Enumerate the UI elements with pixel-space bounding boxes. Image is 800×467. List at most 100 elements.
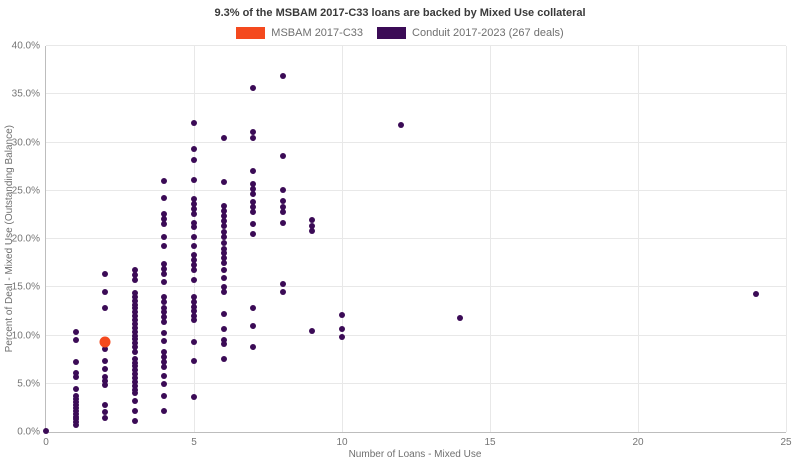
data-point	[161, 178, 168, 185]
data-point	[191, 224, 197, 231]
y-gridline	[46, 286, 786, 288]
data-point	[191, 303, 197, 310]
y-tick-label: 25.0%	[11, 185, 40, 197]
data-point	[161, 234, 168, 241]
data-point	[191, 201, 197, 208]
legend-swatch-msbam	[236, 27, 266, 39]
data-point	[131, 374, 138, 381]
legend: MSBAM 2017-C33 Conduit 2017-2023 (267 de…	[0, 27, 800, 39]
data-point	[161, 358, 168, 365]
data-point	[161, 304, 168, 311]
data-point	[250, 128, 257, 135]
data-point	[99, 336, 111, 348]
data-point	[191, 313, 197, 320]
data-point	[279, 219, 286, 226]
data-point	[102, 408, 109, 415]
data-point	[131, 297, 138, 304]
data-point	[102, 381, 109, 388]
data-point	[250, 199, 257, 206]
data-point	[220, 208, 227, 215]
y-gridline	[46, 334, 786, 336]
data-point	[191, 357, 197, 364]
data-point	[161, 353, 168, 360]
data-point	[279, 72, 286, 79]
data-point	[72, 385, 79, 392]
data-point	[102, 366, 109, 373]
data-point	[131, 305, 138, 312]
data-point	[102, 414, 109, 421]
data-point	[191, 206, 197, 213]
chart-title: 9.3% of the MSBAM 2017-C33 loans are bac…	[214, 7, 586, 19]
data-point	[309, 228, 316, 235]
data-point	[161, 279, 168, 286]
data-point	[191, 308, 197, 315]
data-point	[250, 204, 257, 211]
data-point	[279, 198, 286, 205]
data-point	[339, 325, 345, 332]
x-tick-label: 0	[43, 437, 49, 448]
data-point	[279, 289, 286, 296]
data-point	[131, 398, 138, 405]
legend-item-conduit: Conduit 2017-2023 (267 deals)	[377, 27, 564, 39]
data-point	[191, 257, 197, 264]
y-gridline	[46, 45, 786, 46]
data-point	[161, 314, 168, 321]
data-point	[220, 255, 227, 262]
y-tick-label: 10.0%	[11, 330, 40, 341]
data-point	[191, 276, 197, 283]
data-point	[161, 265, 168, 272]
data-point	[250, 134, 257, 141]
data-point	[102, 289, 109, 296]
data-point	[131, 407, 138, 414]
data-point	[102, 377, 109, 384]
y-tick-label: 35.0%	[11, 88, 40, 100]
data-point	[753, 291, 760, 298]
data-point	[220, 341, 227, 348]
data-point	[131, 359, 138, 366]
x-gridline	[490, 46, 491, 432]
data-point	[131, 324, 138, 331]
data-point	[220, 289, 227, 296]
data-point	[102, 346, 109, 353]
data-point	[72, 328, 79, 335]
data-point	[220, 212, 227, 219]
data-point	[102, 374, 109, 380]
data-point	[161, 407, 168, 414]
data-point	[191, 210, 197, 217]
data-point	[161, 270, 168, 277]
data-point	[250, 220, 257, 227]
y-gridline	[46, 189, 786, 191]
data-point	[102, 357, 109, 364]
data-point	[220, 239, 227, 246]
y-tick-label: 40.0%	[11, 40, 40, 52]
data-point	[161, 261, 168, 268]
data-point	[191, 298, 197, 305]
data-point	[131, 355, 138, 362]
data-point	[191, 156, 197, 163]
x-tick-label: 5	[191, 437, 197, 448]
data-point	[161, 309, 168, 316]
data-point	[131, 332, 138, 339]
data-point	[309, 222, 316, 229]
data-point	[131, 344, 138, 351]
data-point	[191, 146, 197, 153]
data-point	[43, 428, 49, 435]
data-point	[131, 363, 138, 370]
data-point	[279, 208, 286, 215]
data-point	[339, 334, 345, 341]
y-gridline	[46, 238, 786, 239]
data-point	[191, 339, 197, 346]
data-point	[161, 215, 168, 222]
data-point	[309, 216, 316, 223]
data-point	[131, 390, 138, 397]
data-point	[131, 266, 138, 273]
y-tick-label: 30.0%	[11, 137, 40, 148]
data-point	[131, 367, 138, 374]
data-point	[161, 329, 168, 336]
data-point	[191, 266, 197, 273]
plot-area: 0.0% 5.0% 10.0% 15.0% 20.0% 25.0% 30.0% 35.0% 40…	[12, 41, 792, 449]
data-point	[191, 234, 197, 241]
data-point	[131, 320, 138, 327]
data-point	[131, 336, 138, 343]
data-point	[220, 355, 227, 362]
